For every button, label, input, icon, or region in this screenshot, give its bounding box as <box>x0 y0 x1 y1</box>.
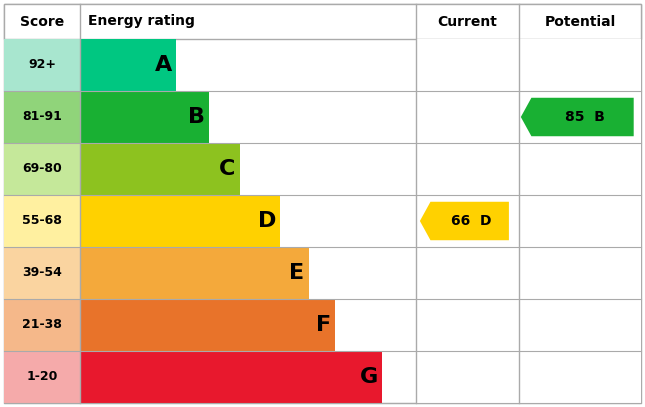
Bar <box>4 195 80 247</box>
Bar <box>80 195 280 247</box>
Polygon shape <box>420 202 509 240</box>
Text: 39-54: 39-54 <box>22 267 62 280</box>
Bar <box>4 351 80 403</box>
Bar <box>416 247 519 299</box>
Polygon shape <box>521 98 633 136</box>
Bar <box>4 247 80 299</box>
Bar <box>416 39 519 91</box>
Bar <box>4 299 80 351</box>
Bar <box>4 4 641 39</box>
Bar <box>416 195 519 247</box>
Bar <box>4 39 80 91</box>
Text: E: E <box>290 263 304 283</box>
Bar <box>519 91 641 143</box>
Text: 21-38: 21-38 <box>22 319 62 331</box>
Text: Current: Current <box>438 15 497 28</box>
Text: C: C <box>219 159 235 179</box>
Bar <box>416 91 519 143</box>
Bar <box>519 351 641 403</box>
Bar <box>519 195 641 247</box>
Text: 66  D: 66 D <box>451 214 492 228</box>
Bar <box>4 143 80 195</box>
Text: A: A <box>155 55 172 75</box>
Text: 55-68: 55-68 <box>22 214 62 228</box>
Bar <box>80 299 335 351</box>
Text: Score: Score <box>20 15 64 28</box>
Bar <box>519 39 641 91</box>
Bar <box>519 143 641 195</box>
Bar <box>80 91 210 143</box>
Text: 81-91: 81-91 <box>22 110 62 123</box>
Bar <box>80 143 240 195</box>
Text: D: D <box>257 211 276 231</box>
Text: 85  B: 85 B <box>564 110 604 124</box>
Bar <box>416 351 519 403</box>
Bar <box>80 351 382 403</box>
Text: G: G <box>360 367 379 387</box>
Bar <box>4 91 80 143</box>
Text: 1-20: 1-20 <box>26 370 58 383</box>
Bar <box>519 247 641 299</box>
Text: F: F <box>316 315 332 335</box>
Bar <box>80 39 176 91</box>
Text: B: B <box>188 107 206 127</box>
Text: Energy rating: Energy rating <box>88 15 195 28</box>
Text: 69-80: 69-80 <box>22 162 62 175</box>
Bar <box>519 299 641 351</box>
Text: 92+: 92+ <box>28 59 56 72</box>
Bar <box>416 299 519 351</box>
Text: Potential: Potential <box>544 15 616 28</box>
Bar <box>80 247 308 299</box>
Bar <box>416 143 519 195</box>
